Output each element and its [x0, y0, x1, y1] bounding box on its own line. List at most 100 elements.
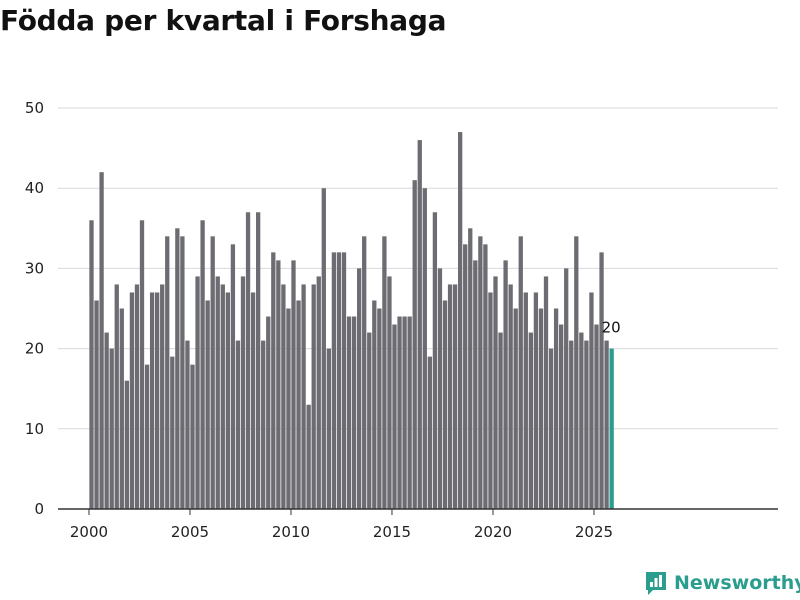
bar	[276, 260, 281, 509]
bar	[518, 236, 523, 509]
bar	[473, 260, 478, 509]
bar	[160, 284, 165, 509]
bar	[574, 236, 579, 509]
bar	[437, 268, 443, 509]
bar	[165, 236, 170, 509]
bar	[256, 212, 261, 509]
bar	[569, 340, 574, 509]
bar	[564, 268, 569, 509]
bar	[99, 172, 104, 509]
y-tick-label: 40	[25, 179, 44, 197]
bar	[195, 276, 200, 509]
bar	[483, 244, 488, 509]
bar	[94, 300, 99, 509]
bar	[488, 292, 493, 509]
bar	[503, 260, 508, 509]
bar	[129, 292, 135, 509]
bar	[155, 292, 160, 509]
bar	[559, 324, 564, 509]
bar	[604, 340, 609, 509]
bar	[235, 340, 241, 509]
bar-latest	[609, 348, 614, 509]
bar	[326, 348, 331, 509]
bar	[230, 244, 236, 509]
brand-name: Newsworthy	[674, 572, 800, 594]
x-tick-label: 2025	[575, 523, 613, 541]
bar	[498, 332, 503, 509]
bar	[321, 188, 326, 509]
bar	[109, 348, 114, 509]
newsworthy-logo: Newsworthy	[644, 570, 800, 596]
x-tick-label: 2020	[474, 523, 512, 541]
bar	[452, 284, 458, 509]
bar	[250, 292, 256, 509]
bar	[513, 308, 518, 509]
bar	[306, 404, 311, 509]
x-tick-label: 2000	[70, 523, 108, 541]
x-tick-label: 2010	[272, 523, 310, 541]
bar	[538, 308, 544, 509]
bar	[543, 276, 549, 509]
bar	[331, 252, 337, 510]
bar	[493, 276, 498, 509]
bar	[508, 284, 513, 509]
bar	[346, 316, 352, 509]
bar	[392, 324, 397, 509]
bar	[311, 284, 316, 509]
bar	[341, 252, 347, 510]
bar	[225, 292, 230, 509]
bar	[185, 340, 190, 509]
bar	[180, 236, 185, 509]
bar	[442, 300, 448, 509]
bar	[589, 292, 594, 509]
bar	[523, 292, 528, 509]
bar	[548, 348, 554, 509]
bar	[412, 180, 417, 509]
bar	[281, 284, 286, 509]
bar	[301, 284, 306, 509]
x-tick-label: 2005	[171, 523, 209, 541]
bar	[407, 316, 412, 509]
bar	[402, 316, 407, 509]
bar	[362, 236, 367, 509]
bar	[528, 332, 533, 509]
newsworthy-icon	[646, 572, 666, 595]
y-tick-label: 0	[34, 500, 44, 518]
x-tick-label: 2015	[373, 523, 411, 541]
bar	[266, 316, 271, 509]
bar	[134, 284, 140, 509]
bar	[599, 252, 604, 510]
bar	[584, 340, 589, 509]
bar	[296, 300, 301, 509]
bar	[170, 356, 175, 509]
bar	[190, 364, 195, 509]
bar	[422, 188, 427, 509]
bar	[89, 220, 94, 509]
chart-title: Födda per kvartal i Forshaga	[0, 4, 447, 37]
bar	[144, 364, 150, 509]
bar	[124, 380, 129, 509]
x-axis	[58, 508, 778, 515]
bar	[215, 276, 220, 509]
bar	[372, 300, 377, 509]
tick-labels: 0 10 20 30 40 50 20 2000 2005 2010 2015 2020 2025	[25, 99, 621, 541]
y-tick-label: 20	[25, 340, 44, 358]
bar	[220, 284, 225, 509]
bar	[139, 220, 145, 509]
bar	[271, 252, 276, 510]
y-tick-label: 30	[25, 259, 44, 277]
bar	[175, 228, 180, 510]
bar	[205, 300, 210, 509]
bar	[377, 308, 382, 509]
bar	[104, 332, 109, 509]
bar	[210, 236, 215, 509]
bar	[458, 132, 463, 509]
bar	[553, 308, 559, 509]
bar	[119, 308, 124, 509]
bar	[291, 260, 296, 509]
bar	[114, 284, 119, 509]
bar	[579, 332, 584, 509]
bar	[351, 316, 357, 509]
bar	[240, 276, 246, 509]
